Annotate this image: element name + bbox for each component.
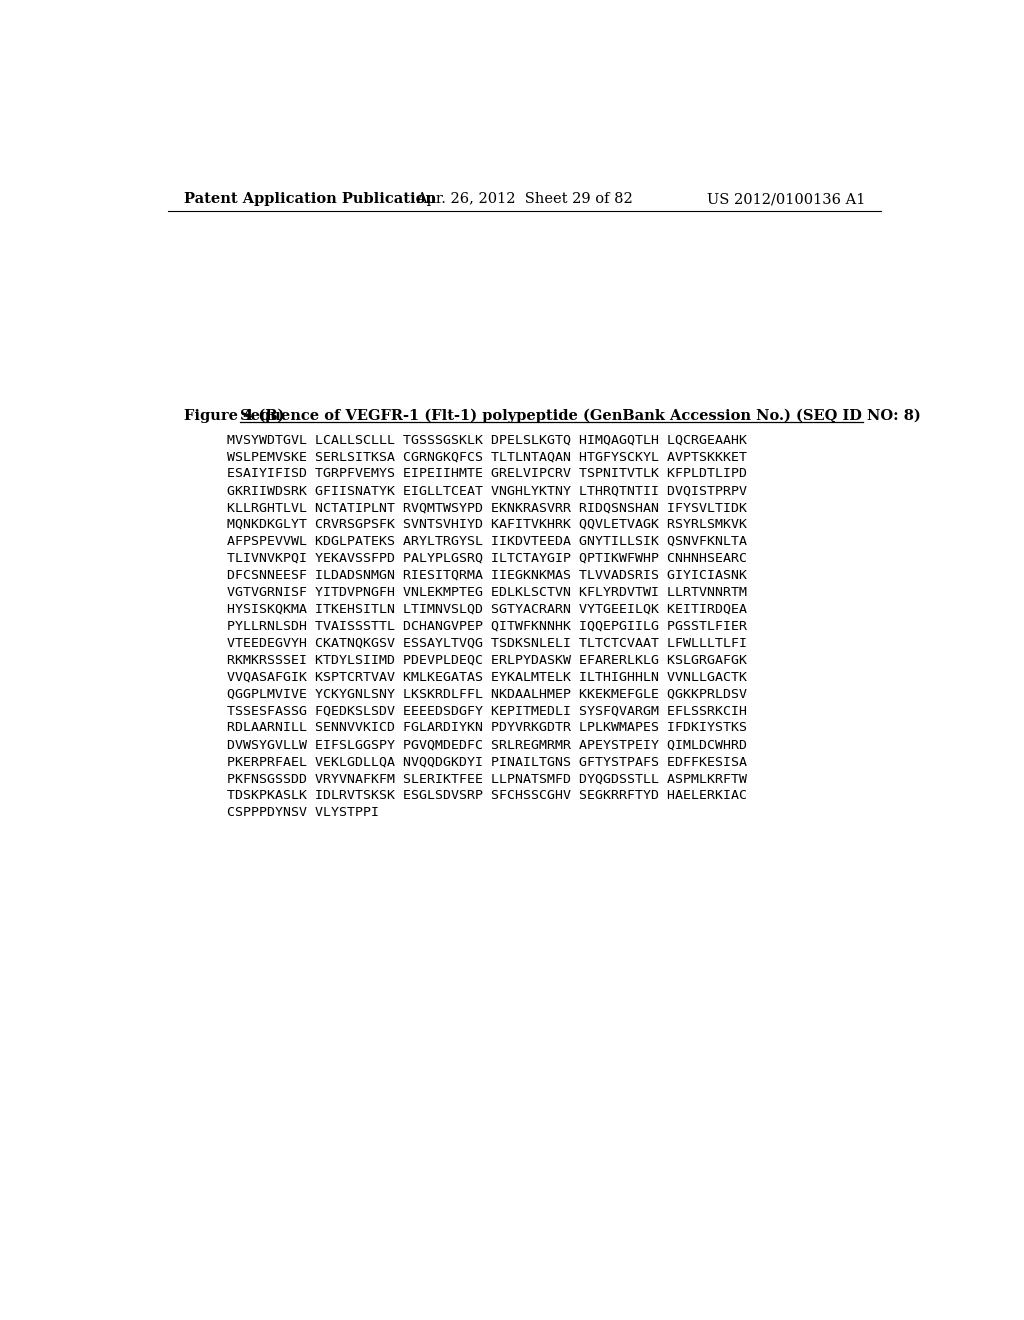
Text: PKERPRFAEL VEKLGDLLQA NVQQDGKDYI PINAILTGNS GFTYSTPAFS EDFFKESISA: PKERPRFAEL VEKLGDLLQA NVQQDGKDYI PINAILT… — [227, 755, 748, 768]
Text: RDLAARNILL SENNVVKICD FGLARDIYKN PDYVRKGDTR LPLKWMAPES IFDKIYSTKS: RDLAARNILL SENNVVKICD FGLARDIYKN PDYVRKG… — [227, 721, 748, 734]
Text: US 2012/0100136 A1: US 2012/0100136 A1 — [708, 193, 866, 206]
Text: HYSISKQKMA ITKEHSITLN LTIMNVSLQD SGTYACRARN VYTGEEILQK KEITIRDQEA: HYSISKQKMA ITKEHSITLN LTIMNVSLQD SGTYACR… — [227, 603, 748, 615]
Text: CSPPPDYNSV VLYSTPPI: CSPPPDYNSV VLYSTPPI — [227, 807, 379, 818]
Text: Figure 4 (B): Figure 4 (B) — [183, 409, 290, 424]
Text: QGGPLMVIVE YCKYGNLSNY LKSKRDLFFL NKDAALHMEP KKEKMEFGLE QGKKPRLDSV: QGGPLMVIVE YCKYGNLSNY LKSKRDLFFL NKDAALH… — [227, 688, 748, 701]
Text: TSSESFASSG FQEDKSLSDV EEEEDSDGFY KEPITMEDLI SYSFQVARGM EFLSSRKCIH: TSSESFASSG FQEDKSLSDV EEEEDSDGFY KEPITME… — [227, 705, 748, 717]
Text: MQNKDKGLYT CRVRSGPSFK SVNTSVHIYD KAFITVKHRK QQVLETVAGK RSYRLSMKVK: MQNKDKGLYT CRVRSGPSFK SVNTSVHIYD KAFITVK… — [227, 517, 748, 531]
Text: DFCSNNEESF ILDADSNMGN RIESITQRMA IIEGKNKMAS TLVVADSRIS GIYICIASNK: DFCSNNEESF ILDADSNMGN RIESITQRMA IIEGKNK… — [227, 569, 748, 582]
Text: KLLRGHTLVL NCTATIPLNT RVQMTWSYPD EKNKRASVRR RIDQSNSHAN IFYSVLTIDK: KLLRGHTLVL NCTATIPLNT RVQMTWSYPD EKNKRAS… — [227, 502, 748, 513]
Text: ESAIYIFISD TGRPFVEMYS EIPEIIHMTE GRELVIPCRV TSPNITVTLK KFPLDTLIPD: ESAIYIFISD TGRPFVEMYS EIPEIIHMTE GRELVIP… — [227, 467, 748, 480]
Text: TLIVNVKPQI YEKAVSSFPD PALYPLGSRQ ILTCTAYGIP QPTIKWFWHP CNHNHSEARC: TLIVNVKPQI YEKAVSSFPD PALYPLGSRQ ILTCTAY… — [227, 552, 748, 565]
Text: Apr. 26, 2012  Sheet 29 of 82: Apr. 26, 2012 Sheet 29 of 82 — [417, 193, 633, 206]
Text: PYLLRNLSDH TVAISSSTTL DCHANGVPEP QITWFKNNHK IQQEPGIILG PGSSTLFIER: PYLLRNLSDH TVAISSSTTL DCHANGVPEP QITWFKN… — [227, 619, 748, 632]
Text: VVQASAFGIK KSPTCRTVAV KMLKEGATAS EYKALMTELK ILTHIGHHLN VVNLLGACTK: VVQASAFGIK KSPTCRTVAV KMLKEGATAS EYKALMT… — [227, 671, 748, 684]
Text: Sequence of VEGFR-1 (Flt-1) polypeptide (GenBank Accession No.) (SEQ ID NO: 8): Sequence of VEGFR-1 (Flt-1) polypeptide … — [241, 409, 922, 424]
Text: WSLPEMVSKE SERLSITKSA CGRNGKQFCS TLTLNTAQAN HTGFYSCKYL AVPTSKKKET: WSLPEMVSKE SERLSITKSA CGRNGKQFCS TLTLNTA… — [227, 450, 748, 463]
Text: TDSKPKASLK IDLRVTSKSK ESGLSDVSRP SFCHSSCGHV SEGKRRFTYD HAELERKIAC: TDSKPKASLK IDLRVTSKSK ESGLSDVSRP SFCHSSC… — [227, 789, 748, 803]
Text: RKMKRSSSEI KTDYLSIIMD PDEVPLDEQC ERLPYDASKW EFARERLKLG KSLGRGAFGK: RKMKRSSSEI KTDYLSIIMD PDEVPLDEQC ERLPYDA… — [227, 653, 748, 667]
Text: DVWSYGVLLW EIFSLGGSPY PGVQMDEDFC SRLREGMRMR APEYSTPEIY QIMLDCWHRD: DVWSYGVLLW EIFSLGGSPY PGVQMDEDFC SRLREGM… — [227, 738, 748, 751]
Text: PKFNSGSSDD VRYVNAFKFM SLERIKTFEE LLPNATSMFD DYQGDSSTLL ASPMLKRFTW: PKFNSGSSDD VRYVNAFKFM SLERIKTFEE LLPNATS… — [227, 772, 748, 785]
Text: GKRIIWDSRK GFIISNATYK EIGLLTCEAT VNGHLYKTNY LTHRQTNTII DVQISTPRPV: GKRIIWDSRK GFIISNATYK EIGLLTCEAT VNGHLYK… — [227, 484, 748, 498]
Text: VGTVGRNISF YITDVPNGFH VNLEKMPTEG EDLKLSCTVN KFLYRDVTWI LLRTVNNRTM: VGTVGRNISF YITDVPNGFH VNLEKMPTEG EDLKLSC… — [227, 586, 748, 599]
Text: Patent Application Publication: Patent Application Publication — [183, 193, 436, 206]
Text: MVSYWDTGVL LCALLSCLLL TGSSSGSKLK DPELSLKGTQ HIMQAGQTLH LQCRGEAAHK: MVSYWDTGVL LCALLSCLLL TGSSSGSKLK DPELSLK… — [227, 433, 748, 446]
Text: VTEEDEGVYH CKATNQKGSV ESSAYLTVQG TSDKSNLELI TLTCTCVAAT LFWLLLTLFI: VTEEDEGVYH CKATNQKGSV ESSAYLTVQG TSDKSNL… — [227, 636, 748, 649]
Text: AFPSPEVVWL KDGLPATEKS ARYLTRGYSL IIKDVTEEDA GNYTILLSIK QSNVFKNLTA: AFPSPEVVWL KDGLPATEKS ARYLTRGYSL IIKDVTE… — [227, 535, 748, 548]
